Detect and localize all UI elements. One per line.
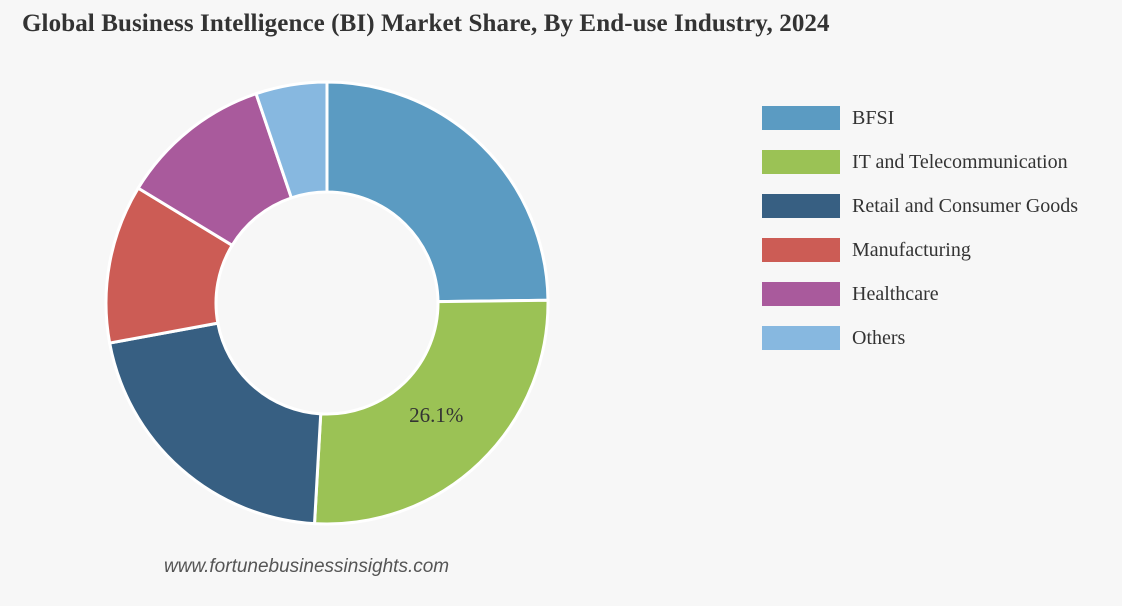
legend-label: Healthcare <box>852 282 939 305</box>
legend-swatch <box>762 326 840 350</box>
legend-label: Retail and Consumer Goods <box>852 194 1079 217</box>
legend-label: Others <box>852 326 906 349</box>
legend-label: BFSI <box>852 106 895 129</box>
legend-item-bfsi[interactable]: BFSI <box>762 96 1078 140</box>
legend-swatch <box>762 282 840 306</box>
slice-labels: 26.1% <box>409 403 463 427</box>
legend-item-retail-and-consumer-goods[interactable]: Retail and Consumer Goods <box>762 184 1078 228</box>
legend-label: IT and Telecommunication <box>852 150 1068 173</box>
legend-item-healthcare[interactable]: Healthcare <box>762 272 1078 316</box>
slice-retail-and-consumer-goods[interactable] <box>107 321 323 526</box>
donut-slices <box>104 80 550 526</box>
legend-item-manufacturing[interactable]: Manufacturing <box>762 228 1078 272</box>
chart-legend: BFSI IT and Telecommunication Retail and C… <box>762 96 1078 360</box>
chart-title: Global Business Intelligence (BI) Market… <box>22 10 830 37</box>
legend-item-it-and-telecommunication[interactable]: IT and Telecommunication <box>762 140 1078 184</box>
slice-label-it-and-telecommunication: 26.1% <box>409 403 463 427</box>
legend-item-others[interactable]: Others <box>762 316 1078 360</box>
slice-it-and-telecommunication[interactable] <box>312 298 550 526</box>
legend-swatch <box>762 106 840 130</box>
legend-swatch <box>762 194 840 218</box>
legend-swatch <box>762 238 840 262</box>
legend-label: Manufacturing <box>852 238 971 261</box>
slice-bfsi[interactable] <box>325 80 550 304</box>
source-watermark: www.fortunebusinessinsights.com <box>164 556 450 577</box>
slice-others[interactable] <box>254 80 329 200</box>
legend-swatch <box>762 150 840 174</box>
